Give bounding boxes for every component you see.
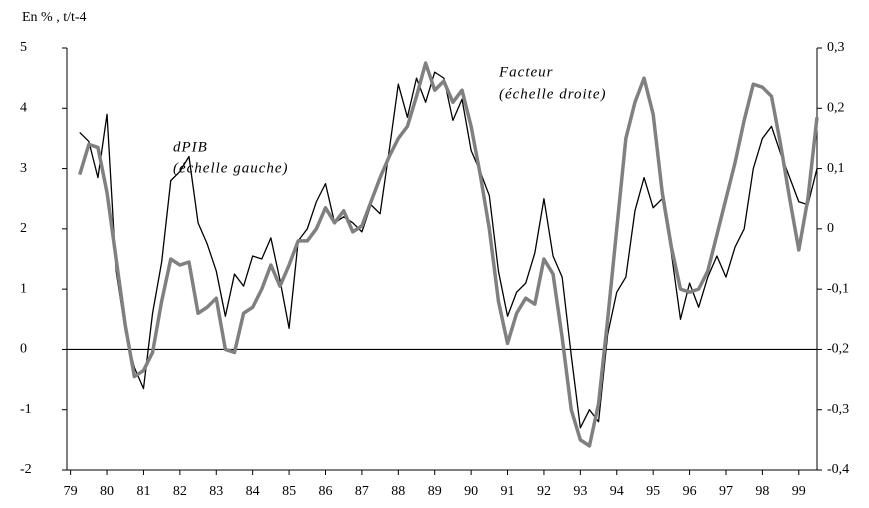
x-tick-label: 96 [683, 484, 697, 499]
y-axis-label: En % , t/t-4 [22, 10, 87, 25]
y-tick-label: -1 [20, 402, 32, 417]
x-tick-label: 87 [355, 484, 369, 499]
y2-tick-label: 0,2 [827, 101, 845, 116]
x-tick-label: 79 [64, 484, 78, 499]
series-annotation: Facteur [498, 64, 553, 80]
series-line [78, 61, 819, 448]
y-tick-label: 0 [20, 342, 27, 357]
series-annotation: dPIB [173, 139, 208, 155]
x-tick-label: 98 [755, 484, 769, 499]
x-tick-label: 91 [501, 484, 515, 499]
x-tick-label: 86 [318, 484, 332, 499]
y-tick-label: 5 [20, 40, 27, 55]
y-tick-label: 3 [20, 161, 27, 176]
x-tick-label: 95 [646, 484, 660, 499]
x-tick-label: 82 [173, 484, 187, 499]
x-tick-label: 93 [573, 484, 587, 499]
y-tick-label: -2 [20, 462, 32, 477]
x-tick-label: 90 [464, 484, 478, 499]
y2-tick-label: -0,3 [827, 402, 849, 417]
y-tick-label: 2 [20, 221, 27, 236]
x-tick-label: 94 [610, 484, 624, 499]
x-tick-label: 80 [100, 484, 114, 499]
y2-tick-label: -0,1 [827, 281, 849, 296]
x-tick-label: 97 [719, 484, 733, 499]
x-tick-label: 88 [391, 484, 405, 499]
x-tick-label: 85 [282, 484, 296, 499]
y2-tick-label: -0,4 [827, 462, 849, 477]
y-tick-label: 4 [20, 101, 27, 116]
y2-tick-label: 0,3 [827, 40, 845, 55]
series-annotation: (échelle gauche) [173, 160, 289, 176]
x-tick-label: 84 [246, 484, 260, 499]
series-annotation: (échelle droite) [499, 86, 606, 102]
x-tick-label: 92 [537, 484, 551, 499]
y2-tick-label: -0,2 [827, 342, 849, 357]
y2-tick-label: 0,1 [827, 161, 845, 176]
series-line [79, 71, 818, 429]
x-tick-label: 99 [792, 484, 806, 499]
x-tick-label: 89 [428, 484, 442, 499]
y2-tick-label: 0 [827, 221, 834, 236]
x-tick-label: 81 [136, 484, 150, 499]
x-tick-label: 83 [209, 484, 223, 499]
y-tick-label: 1 [20, 281, 27, 296]
